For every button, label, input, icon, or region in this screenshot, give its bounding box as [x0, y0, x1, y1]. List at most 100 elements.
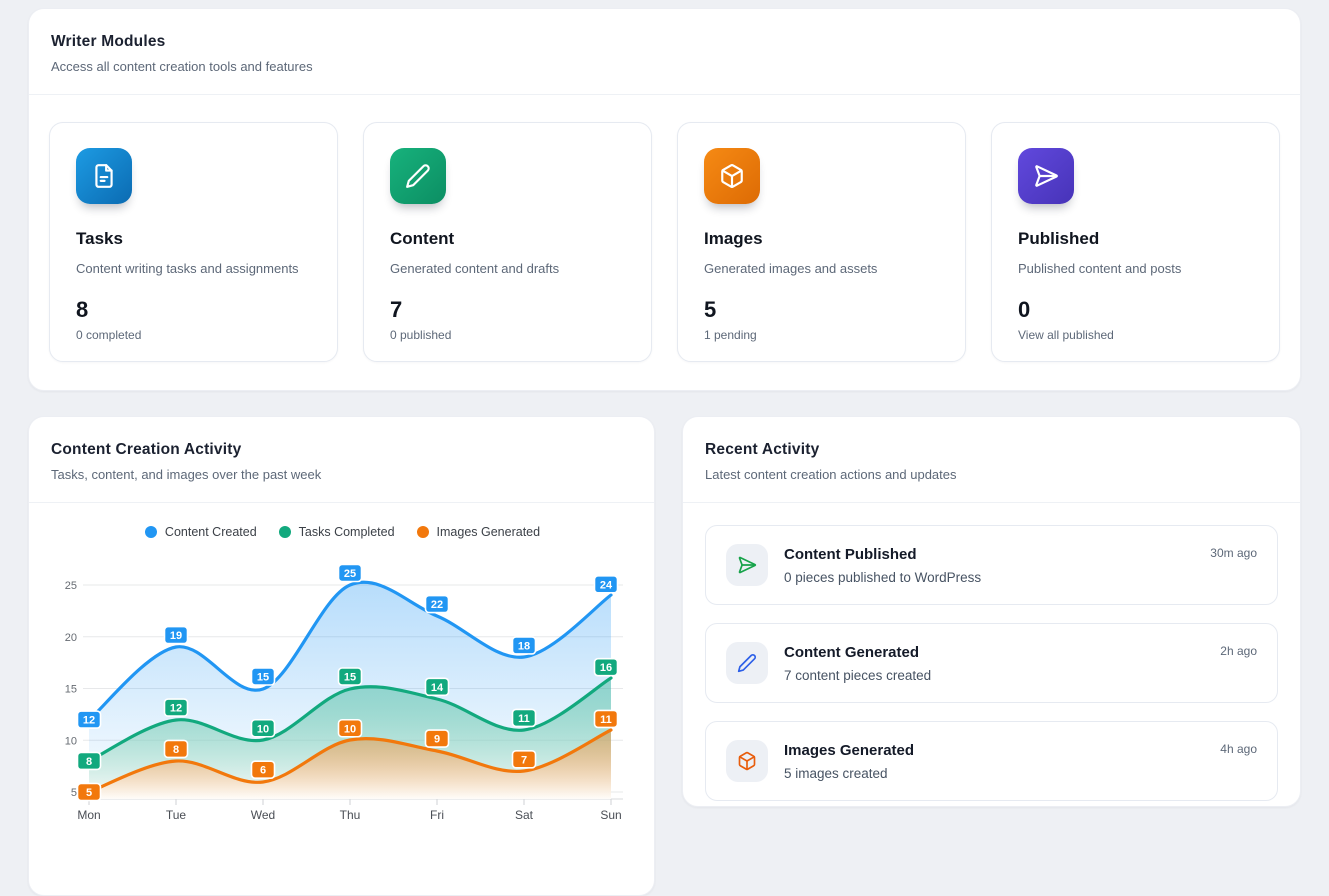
- module-footnote: 0 completed: [76, 327, 142, 342]
- svg-text:10: 10: [257, 723, 269, 735]
- legend-item-tasks-completed[interactable]: Tasks Completed: [278, 524, 395, 539]
- cube-icon: [704, 148, 760, 204]
- activity-chart: Content Created Tasks Completed Images Gen…: [29, 523, 654, 830]
- legend-dot: [416, 525, 429, 538]
- point-label: 8: [76, 751, 102, 771]
- point-label: 15: [337, 667, 363, 686]
- svg-text:18: 18: [518, 640, 530, 652]
- activity-text: Content Generated 7 content pieces creat…: [784, 644, 931, 683]
- module-card[interactable]: Tasks Content writing tasks and assignme…: [49, 122, 338, 362]
- module-count: 0: [1018, 296, 1031, 322]
- legend-item-content-created[interactable]: Content Created: [144, 524, 257, 539]
- legend-label: Tasks Completed: [298, 524, 395, 539]
- file-text-icon: [76, 148, 132, 204]
- legend-dot: [144, 525, 157, 538]
- line-chart: 5 10 15 20 25 Mon Tue Wed Thu Fri Sat Sun 12 19 15 25 22…: [33, 561, 652, 830]
- modules-grid: Tasks Content writing tasks and assignme…: [29, 95, 1300, 390]
- activity-text: Images Generated 5 images created: [784, 742, 914, 781]
- writer-modules-subtitle: Access all content creation tools and fe…: [51, 59, 313, 74]
- content-activity-title: Content Creation Activity: [51, 441, 242, 458]
- pencil-icon: [390, 148, 446, 204]
- module-title: Content: [390, 229, 455, 248]
- svg-text:10: 10: [344, 723, 356, 735]
- module-title: Tasks: [76, 229, 123, 248]
- x-axis-label: Tue: [166, 808, 187, 822]
- point-label: 19: [163, 625, 189, 645]
- y-axis-label: 20: [65, 632, 77, 644]
- series-area-2: [89, 730, 611, 799]
- recent-activity-title: Recent Activity: [705, 441, 820, 458]
- x-axis-label: Thu: [340, 808, 361, 822]
- module-card[interactable]: Content Generated content and drafts 7 0…: [363, 122, 652, 362]
- point-label: 14: [424, 677, 450, 697]
- svg-text:14: 14: [431, 682, 444, 694]
- svg-text:11: 11: [518, 713, 530, 725]
- svg-text:16: 16: [600, 662, 612, 674]
- svg-text:11: 11: [600, 714, 612, 726]
- svg-text:15: 15: [344, 672, 356, 684]
- module-card[interactable]: Published Published content and posts 0 …: [991, 122, 1280, 362]
- activity-item[interactable]: Content Published 0 pieces published to …: [705, 525, 1278, 605]
- legend-label: Images Generated: [436, 524, 541, 539]
- module-description: Published content and posts: [1018, 261, 1182, 276]
- point-label: 16: [593, 657, 619, 677]
- x-axis-label: Sun: [600, 808, 621, 822]
- svg-text:6: 6: [260, 765, 266, 777]
- activity-title: Images Generated: [784, 741, 915, 759]
- svg-text:12: 12: [83, 715, 95, 727]
- series-line-2: [87, 728, 613, 794]
- divider: [683, 502, 1300, 503]
- y-axis-label: 15: [65, 684, 77, 696]
- svg-text:9: 9: [434, 734, 440, 746]
- point-label: 12: [163, 698, 189, 717]
- activity-text: Content Published 0 pieces published to …: [784, 546, 981, 585]
- svg-text:25: 25: [344, 568, 356, 580]
- content-activity-header: Content Creation Activity Tasks, content…: [29, 417, 654, 502]
- module-footnote: View all published: [1018, 327, 1114, 342]
- activity-timestamp: 30m ago: [1210, 546, 1257, 560]
- legend-item-images-generated[interactable]: Images Generated: [416, 524, 541, 539]
- point-label: 22: [424, 594, 450, 614]
- y-axis-label: 25: [65, 580, 77, 592]
- activity-description: 5 images created: [784, 765, 888, 781]
- series-line-1: [87, 676, 613, 763]
- bottom-row: Content Creation Activity Tasks, content…: [28, 416, 1301, 896]
- activity-line-chart-svg: 5 10 15 20 25 Mon Tue Wed Thu Fri Sat Sun 12 19 15 25 22…: [65, 563, 623, 822]
- point-label: 25: [337, 563, 363, 583]
- activity-item[interactable]: Images Generated 5 images created 4h ago: [705, 721, 1278, 801]
- point-label: 15: [250, 667, 276, 686]
- svg-text:19: 19: [170, 630, 182, 642]
- x-axis-label: Fri: [430, 808, 444, 822]
- module-card[interactable]: Images Generated images and assets 5 1 p…: [677, 122, 966, 362]
- module-title: Images: [704, 229, 763, 248]
- svg-text:15: 15: [257, 672, 269, 684]
- module-title: Published: [1018, 229, 1100, 248]
- module-description: Generated images and assets: [704, 261, 878, 276]
- recent-activity-panel: Recent Activity Latest content creation …: [682, 416, 1301, 807]
- svg-text:22: 22: [431, 599, 443, 611]
- point-label: 7: [511, 750, 537, 769]
- point-label: 10: [250, 718, 276, 738]
- activity-description: 0 pieces published to WordPress: [784, 569, 982, 585]
- content-activity-panel: Content Creation Activity Tasks, content…: [28, 416, 655, 896]
- activity-title: Content Generated: [784, 643, 920, 661]
- recent-activity-header: Recent Activity Latest content creation …: [683, 417, 1300, 502]
- legend-label: Content Created: [164, 524, 257, 539]
- module-footnote: 0 published: [390, 327, 452, 342]
- x-axis-label: Wed: [251, 808, 275, 822]
- point-label: 10: [337, 718, 363, 738]
- activity-title: Content Published: [784, 545, 917, 563]
- point-label: 5: [76, 782, 102, 802]
- series-line-0: [87, 580, 613, 722]
- pencil-icon: [726, 642, 768, 684]
- point-label: 11: [593, 709, 619, 729]
- writer-modules-panel: Writer Modules Access all content creati…: [28, 8, 1301, 391]
- activity-item[interactable]: Content Generated 7 content pieces creat…: [705, 623, 1278, 703]
- send-icon: [726, 544, 768, 586]
- divider: [29, 94, 1300, 95]
- module-description: Content writing tasks and assignments: [76, 261, 299, 276]
- module-description: Generated content and drafts: [390, 261, 560, 276]
- cube-icon: [726, 740, 768, 782]
- writer-modules-title: Writer Modules: [51, 33, 166, 50]
